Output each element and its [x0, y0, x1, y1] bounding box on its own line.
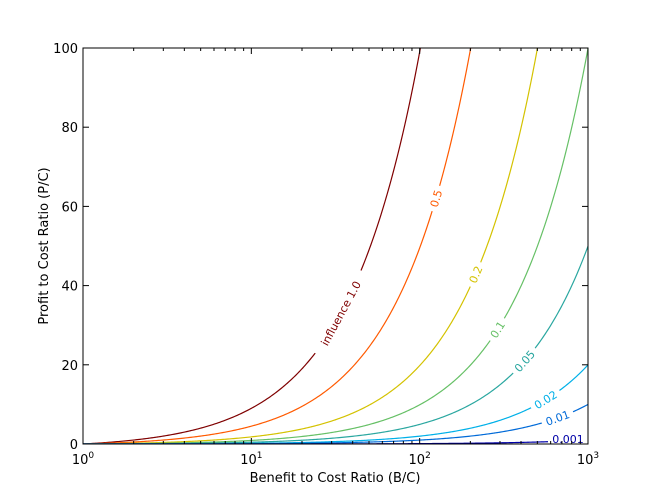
- contour-label: 0.001: [552, 433, 584, 446]
- contour-label: influence 1.0: [319, 279, 364, 348]
- curve-0-5: [83, 48, 472, 444]
- y-tick-label: 60: [61, 200, 78, 215]
- curve-0-1: [83, 48, 588, 444]
- curve-influence-1-0: [83, 48, 422, 444]
- x-tick-label: 101: [240, 451, 262, 468]
- x-tick-label: 102: [409, 451, 431, 468]
- x-tick-label: 103: [577, 451, 599, 468]
- y-tick-label: 80: [61, 121, 78, 136]
- influence-curves: [83, 48, 588, 444]
- y-tick-label: 20: [61, 359, 78, 374]
- curve-0-2: [83, 48, 539, 444]
- x-axis-ticks: 100 101 102 103: [72, 48, 599, 468]
- curve-0-05: [83, 245, 588, 444]
- contour-label: 0.2: [467, 264, 486, 285]
- y-axis-ticks: 0 20 40 60 80 100: [53, 42, 588, 453]
- contour-label: 0.01: [544, 408, 571, 429]
- y-tick-label: 100: [53, 42, 78, 57]
- contour-label: 0.5: [428, 188, 445, 208]
- y-axis-label: Profit to Cost Ratio (P/C): [37, 167, 52, 324]
- y-tick-label: 0: [70, 438, 78, 453]
- contour-labels: influence 1.00.50.20.10.050.020.010.001: [313, 184, 588, 446]
- y-tick-label: 40: [61, 280, 78, 295]
- x-tick-label: 100: [72, 451, 95, 468]
- plot-frame: [82, 47, 589, 445]
- x-axis-label: Benefit to Cost Ratio (B/C): [250, 471, 421, 486]
